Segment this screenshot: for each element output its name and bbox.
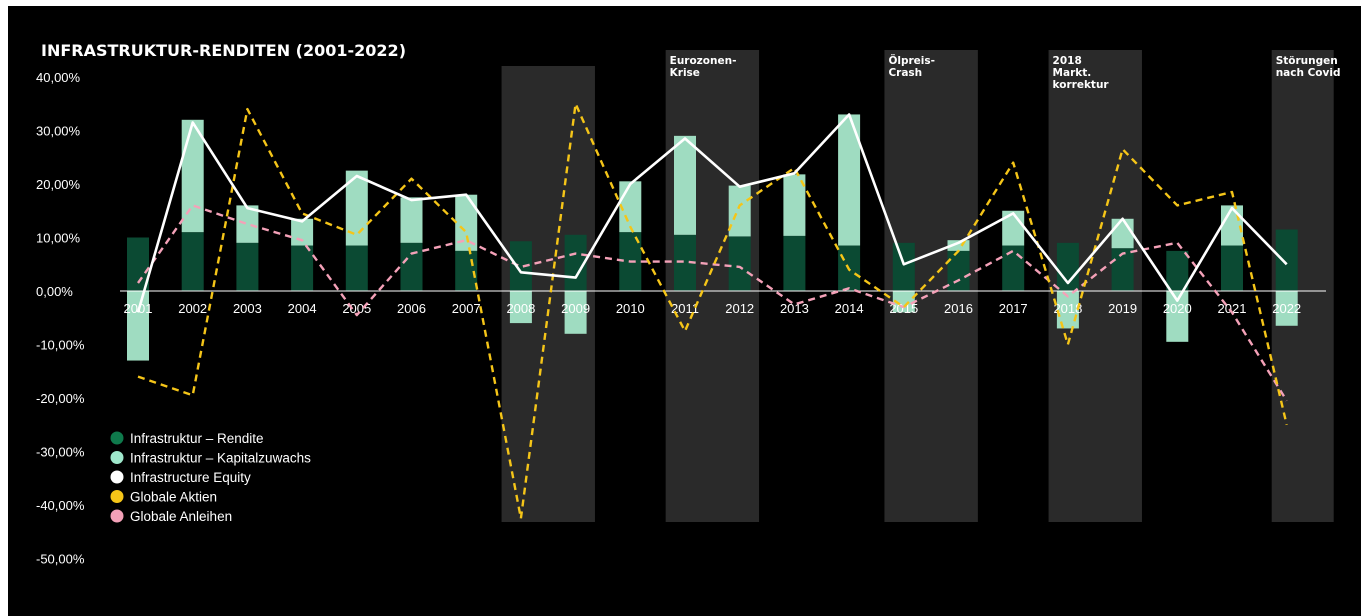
legend-label: Infrastructure Equity (130, 470, 251, 485)
legend-swatch (110, 451, 124, 464)
x-tick-label: 2008 (506, 301, 535, 316)
bar-kapitalzuwachs-2013 (783, 174, 806, 236)
bar-kapitalzuwachs-2001 (127, 291, 149, 361)
x-tick-label: 2012 (725, 301, 754, 316)
legend-label: Globale Aktien (130, 490, 217, 505)
bar-kapitalzuwachs-2020 (1166, 291, 1189, 342)
y-tick-label: 10,00% (36, 231, 81, 246)
bar-rendite-2008 (509, 241, 532, 291)
y-tick-label: 0,00% (36, 284, 73, 299)
y-tick-label: -40,00% (36, 498, 85, 513)
x-tick-label: 2016 (944, 301, 973, 316)
legend-swatch (110, 470, 124, 484)
bar-kapitalzuwachs-2003 (236, 205, 259, 243)
chart-title: INFRASTRUKTUR-RENDITEN (2001-2022) (41, 41, 406, 60)
bar-kapitalzuwachs-2007 (455, 194, 478, 251)
x-tick-label: 2006 (397, 301, 426, 316)
x-axis: 2001 2002 2003 2004 2005 2006 2007 2008 2009 2010… (124, 301, 1302, 316)
bar-kapitalzuwachs-2006 (400, 197, 423, 243)
x-tick-label: 2015 (889, 301, 918, 316)
bar-kapitalzuwachs-2002 (181, 119, 204, 233)
bar-rendite-2012 (728, 236, 751, 291)
y-tick-label: -20,00% (36, 391, 85, 406)
bar-rendite-2003 (236, 242, 259, 291)
bar-rendite-2018 (1056, 242, 1079, 291)
bar-rendite-2022 (1275, 229, 1298, 291)
bar-rendite-2013 (783, 235, 806, 291)
y-axis: 40,00% 30,00% 20,00% 10,00% 0,00% -10,00% -20,… (36, 70, 85, 567)
y-tick-label: 20,00% (36, 177, 81, 192)
bar-kapitalzuwachs-2012 (728, 185, 751, 237)
bar-rendite-2005 (345, 245, 368, 291)
event-band-label: 2018 (1053, 55, 1082, 67)
y-tick-label: -30,00% (36, 445, 85, 460)
bar-rendite-2006 (400, 242, 423, 291)
legend-label: Infrastruktur – Kapitalzuwachs (130, 451, 311, 466)
bar-kapitalzuwachs-2021 (1221, 205, 1243, 246)
returns-chart: 40,00% 30,00% 20,00% 10,00% 0,00% -10,00% -20,… (36, 41, 1341, 567)
event-band-label: nach Covid (1276, 67, 1341, 79)
lines (136, 102, 1288, 520)
bar-rendite-2019 (1111, 248, 1134, 291)
legend-swatch (110, 431, 124, 445)
bars (127, 114, 1298, 361)
bar-kapitalzuwachs-2022 (1275, 291, 1298, 326)
x-tick-label: 2002 (178, 301, 207, 316)
event-band-labels: Eurozonen-Krise Ölpreis-Crash 2018Markt.ko… (670, 53, 1341, 91)
x-tick-label: 2014 (835, 301, 864, 316)
bar-kapitalzuwachs-2005 (345, 170, 368, 246)
bar-rendite-2011 (674, 234, 696, 291)
x-tick-label: 2003 (233, 301, 262, 316)
legend: Infrastruktur – Rendite Infrastruktur – K… (110, 431, 311, 524)
x-tick-label: 2009 (561, 301, 590, 316)
bar-rendite-2001 (127, 237, 149, 291)
x-tick-label: 2010 (616, 301, 645, 316)
bar-rendite-2016 (947, 250, 970, 291)
bar-kapitalzuwachs-2015 (892, 291, 915, 313)
y-tick-label: -50,00% (36, 552, 85, 567)
event-band-label: Crash (888, 67, 922, 79)
line-infrastructure-equity (136, 113, 1288, 313)
legend-label: Globale Anleihen (130, 509, 232, 524)
y-tick-label: -10,00% (36, 338, 85, 353)
bar-rendite-2017 (1002, 245, 1025, 291)
x-tick-label: 2018 (1053, 301, 1082, 316)
bar-kapitalzuwachs-2016 (947, 240, 970, 251)
legend-swatch (110, 490, 124, 503)
x-tick-label: 2020 (1163, 301, 1192, 316)
x-tick-label: 2013 (780, 301, 809, 316)
x-tick-label: 2004 (288, 301, 317, 316)
legend-label: Infrastruktur – Rendite (130, 431, 264, 446)
y-tick-label: 40,00% (36, 70, 81, 85)
event-band-label: Markt. (1053, 67, 1092, 79)
bar-kapitalzuwachs-2009 (564, 291, 587, 334)
bar-kapitalzuwachs-2018 (1056, 291, 1079, 329)
bar-kapitalzuwachs-2014 (838, 114, 861, 246)
bar-kapitalzuwachs-2008 (509, 291, 532, 324)
chart-frame: 40,00% 30,00% 20,00% 10,00% 0,00% -10,00% -20,… (8, 6, 1361, 616)
bar-kapitalzuwachs-2019 (1111, 218, 1134, 249)
bar-rendite-2002 (181, 232, 204, 291)
bar-rendite-2015 (892, 242, 915, 291)
x-tick-label: 2022 (1272, 301, 1301, 316)
legend-swatch (110, 509, 124, 523)
event-band-label: korrektur (1053, 79, 1110, 91)
bar-rendite-2004 (291, 245, 314, 291)
line-globale-anleihen (137, 204, 1288, 402)
bar-rendite-2021 (1221, 245, 1243, 291)
bar-rendite-2020 (1166, 250, 1189, 291)
x-tick-label: 2007 (452, 301, 481, 316)
bar-kapitalzuwachs-2011 (674, 135, 696, 235)
line-globale-aktien (137, 102, 1288, 520)
event-band-label: Krise (670, 67, 700, 79)
event-band-label: Ölpreis- (888, 53, 935, 67)
x-tick-label: 2017 (999, 301, 1028, 316)
event-band-label: Störungen (1276, 55, 1338, 67)
event-band-label: Eurozonen- (670, 55, 737, 67)
y-tick-label: 30,00% (36, 124, 81, 139)
bar-kapitalzuwachs-2017 (1002, 210, 1025, 246)
x-tick-label: 2019 (1108, 301, 1137, 316)
